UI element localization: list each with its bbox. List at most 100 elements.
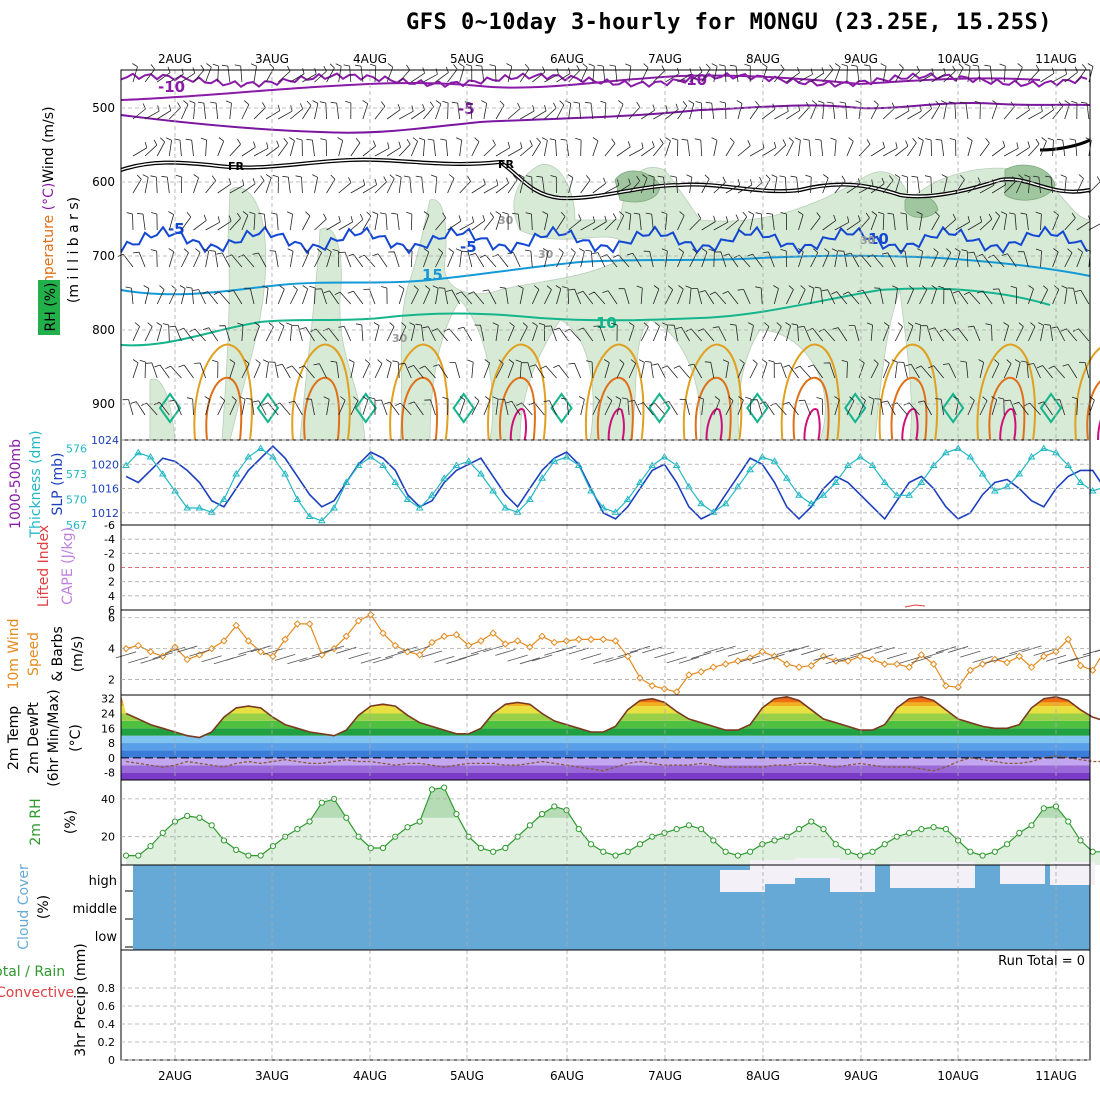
thickness-point: [648, 461, 657, 468]
thickness-point: [905, 491, 914, 498]
wind10-barb: [923, 651, 944, 659]
isotherm-20: [193, 343, 253, 441]
pressure-tick: 500: [92, 101, 115, 115]
thickness-point: [195, 504, 204, 511]
wind10-barb: [1082, 649, 1100, 656]
cloud-gap: [1000, 862, 1045, 884]
thickness-point: [293, 495, 302, 502]
axis-label: (°C): [68, 724, 84, 752]
wind10-point: [440, 632, 448, 640]
date-label-top: 6AUG: [550, 52, 584, 66]
wind10-point: [1015, 652, 1023, 661]
wind10-point: [636, 674, 644, 682]
wind10-barb: [678, 656, 700, 664]
rh2-point: [269, 843, 276, 850]
temp-band: [121, 750, 1090, 758]
rh2-point: [306, 818, 313, 825]
thickness-point: [782, 474, 791, 481]
rh2-point: [685, 822, 693, 829]
precip-tick: 0.4: [98, 1018, 116, 1031]
rh2-point: [538, 810, 546, 818]
chart-title: GFS 0~10day 3-hourly for MONGU (23.25E, …: [406, 10, 1053, 35]
rh2-point: [220, 837, 228, 844]
wind10-barb: [642, 646, 663, 654]
thickness-point: [232, 470, 241, 477]
isotherm-15: [256, 392, 280, 424]
rh2-point: [343, 814, 350, 821]
wind10-point: [978, 660, 987, 668]
wind10-point: [685, 671, 693, 679]
rh2-point: [759, 841, 766, 848]
pressure-tick: 800: [92, 323, 115, 337]
wind10-point: [416, 651, 424, 659]
rh2-point: [551, 803, 558, 810]
rh2-point: [979, 852, 986, 859]
wind10-barb: [287, 657, 308, 665]
temp-line: [125, 695, 1100, 739]
rh2-point: [857, 852, 864, 859]
wind10-point: [146, 648, 155, 656]
axis-label: (%): [36, 895, 52, 919]
wind10-barb: [703, 646, 724, 654]
wind10-point: [342, 632, 351, 640]
wind10-point: [1003, 658, 1011, 667]
rh-legend-swatch: [38, 280, 60, 335]
cloud-level-middle: middle: [73, 902, 117, 917]
temp-tick: 0: [108, 752, 115, 765]
li-tick: -2: [104, 547, 115, 560]
wind10-barb: [262, 648, 284, 655]
isotherm-label: 10: [868, 230, 889, 248]
date-label-top: 8AUG: [746, 52, 780, 66]
wind10-point: [428, 638, 436, 647]
isotherm-20: [976, 343, 1036, 441]
wind10-barb: [201, 655, 222, 663]
rh2-point: [441, 784, 448, 791]
wind10-barb: [323, 645, 345, 653]
thickness-tick: 576: [66, 443, 87, 456]
isotherm-30: [705, 408, 723, 441]
thickness-point: [134, 448, 143, 456]
isotherm-label: FR: [498, 158, 515, 171]
thickness-point: [623, 495, 632, 502]
rh2-point: [490, 848, 497, 855]
rh2-point: [832, 841, 839, 848]
wind10-point: [721, 660, 730, 668]
temp-tick: 32: [101, 693, 115, 706]
date-label-bottom: 7AUG: [648, 1069, 682, 1083]
temp-band: [121, 757, 1090, 766]
wind10-point: [477, 637, 485, 645]
precip-tick: 0.2: [98, 1036, 116, 1049]
wind10-barb: [996, 652, 1018, 660]
thickness-point: [587, 487, 595, 494]
isotherm-freezing: [1039, 138, 1091, 152]
thickness-point: [893, 491, 901, 498]
axis-tick: 40: [101, 793, 115, 806]
isotherm-20: [584, 343, 645, 441]
axis-label: Thickness (dm): [28, 430, 44, 538]
thickness-point: [477, 470, 485, 477]
rh2-point: [869, 848, 876, 855]
rh2-point: [1040, 805, 1047, 812]
rh2-point: [710, 837, 717, 844]
thickness-point: [1064, 461, 1073, 468]
rh2-point: [453, 810, 460, 818]
date-label-bottom: 11AUG: [1035, 1069, 1077, 1083]
wind10-point: [550, 638, 559, 647]
temp-mask: [121, 695, 1100, 738]
wind10-point: [489, 629, 497, 637]
thickness-point: [917, 478, 926, 485]
rh2-point: [563, 807, 570, 814]
cloud-gap: [750, 860, 795, 884]
wind10-point: [819, 652, 828, 661]
thickness-point: [795, 491, 803, 498]
wind10-barb: [654, 651, 675, 659]
date-label-bottom: 6AUG: [550, 1069, 584, 1083]
rh2-point: [881, 841, 888, 848]
rh2-point: [502, 844, 509, 852]
wind10-point: [208, 644, 216, 653]
wind10-point: [501, 640, 510, 648]
axis-label: Total / Rain: [0, 964, 65, 980]
isotherm-25: [401, 376, 438, 441]
isotherm-label: 30: [538, 248, 554, 261]
